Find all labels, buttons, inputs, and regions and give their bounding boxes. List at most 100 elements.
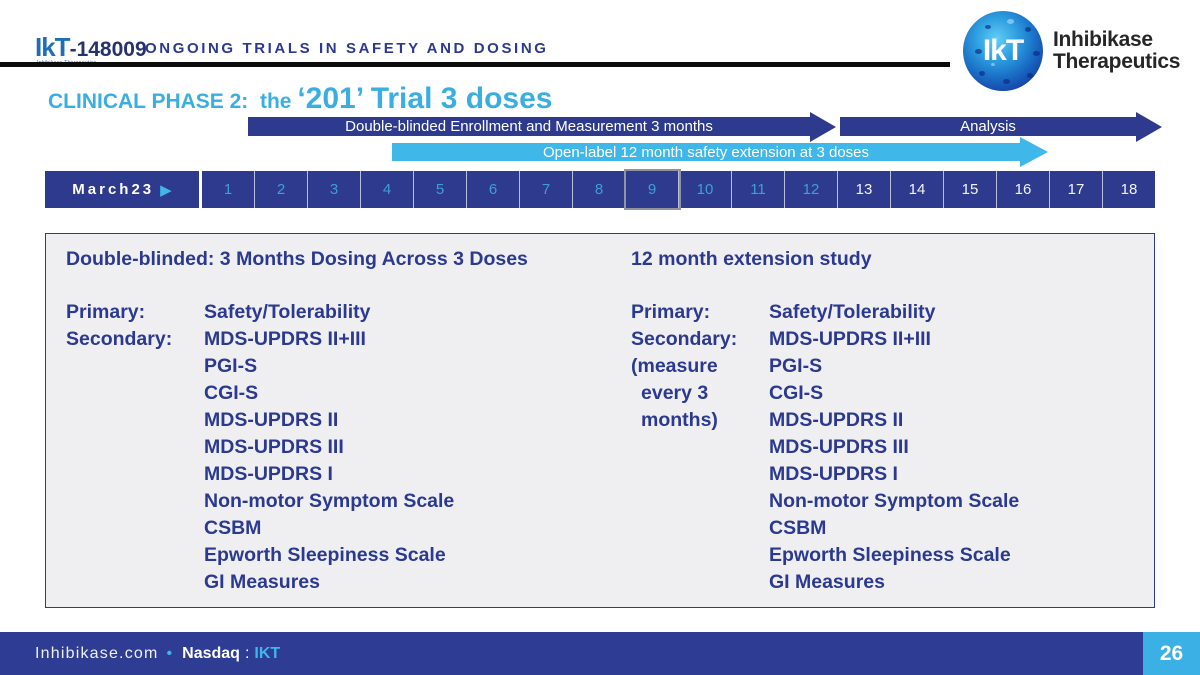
sphere-speck-icon: [1027, 73, 1033, 78]
endpoint-value: MDS-UPDRS I: [769, 463, 898, 485]
extension-column: 12 month extension study Primary: Safety/…: [631, 248, 1151, 596]
sphere-speck-icon: [1003, 79, 1010, 84]
timeline-month-cell: 1: [202, 171, 255, 208]
sphere-speck-icon: [1025, 27, 1031, 32]
endpoint-row: Epworth Sleepiness Scale: [66, 542, 606, 569]
nasdaq-label: Nasdaq: [182, 644, 240, 662]
endpoint-value: GI Measures: [769, 571, 885, 593]
open-label-arrow-label: Open-label 12 month safety extension at …: [542, 143, 870, 161]
endpoint-value: MDS-UPDRS II+III: [204, 328, 366, 350]
endpoint-row: Non-motor Symptom Scale: [631, 488, 1151, 515]
header-divider: [0, 62, 950, 67]
timeline-month-cell: 11: [732, 171, 785, 208]
endpoint-label: months): [641, 409, 718, 431]
endpoint-label: (measure: [631, 355, 718, 377]
endpoint-label: [66, 434, 204, 461]
endpoint-value: MDS-UPDRS II: [769, 409, 904, 431]
endpoint-row: Non-motor Symptom Scale: [66, 488, 606, 515]
section-title: ONGOING TRIALS IN SAFETY AND DOSING: [145, 40, 549, 57]
sphere-speck-icon: [1033, 51, 1040, 56]
endpoint-value: MDS-UPDRS III: [204, 436, 344, 458]
page-title: CLINICAL PHASE 2: the ‘201’ Trial 3 dose…: [48, 82, 553, 115]
timeline-month-cell: 14: [891, 171, 944, 208]
endpoint-row: MDS-UPDRS III: [631, 434, 1151, 461]
extension-column-title: 12 month extension study: [631, 248, 872, 270]
sphere-speck-icon: [1018, 39, 1022, 42]
endpoint-label: [631, 515, 769, 542]
analysis-arrow-label: Analysis: [960, 118, 1016, 135]
arrow-head-icon: [1136, 111, 1162, 142]
timeline-month-cell: 12: [785, 171, 838, 208]
endpoint-label: Secondary:: [66, 328, 173, 350]
play-icon: ▶: [160, 181, 172, 199]
endpoint-value: Non-motor Symptom Scale: [769, 490, 1020, 512]
timeline-month-cell: 15: [944, 171, 997, 208]
endpoint-row: months) MDS-UPDRS II: [631, 407, 1151, 434]
endpoint-row: GI Measures: [66, 569, 606, 596]
endpoint-label: [66, 569, 204, 596]
endpoint-row: PGI-S: [66, 353, 606, 380]
endpoint-value: CGI-S: [769, 382, 824, 404]
endpoint-row: Secondary: MDS-UPDRS II+III: [631, 326, 1151, 353]
timeline-month-cell: 8: [573, 171, 626, 208]
page-number: 26: [1159, 641, 1184, 665]
double-blinded-arrow-label: Double-blinded Enrollment and Measuremen…: [345, 118, 713, 135]
timeline-bar: March23 ▶ 1 2 3 4 5 6 7 8 9 10 11 12 13 14 15 16 17 18: [45, 171, 1155, 208]
sphere-speck-icon: [985, 25, 991, 29]
endpoint-label: [631, 542, 769, 569]
endpoint-row: Primary: Safety/Tolerability: [66, 299, 606, 326]
endpoint-row: MDS-UPDRS I: [631, 461, 1151, 488]
endpoint-label: [66, 380, 204, 407]
endpoint-value: Safety/Tolerability: [769, 301, 936, 323]
endpoint-value: MDS-UPDRS I: [204, 463, 333, 485]
arrow-head-icon: [1020, 137, 1048, 167]
timeline-month-cell: 18: [1120, 181, 1138, 198]
open-label-arrow: Open-label 12 month safety extension at …: [392, 137, 1048, 167]
endpoint-label: Primary:: [631, 301, 711, 323]
timeline-month-cell: 10: [679, 171, 732, 208]
endpoint-label: Primary:: [66, 301, 146, 323]
endpoint-label: [631, 461, 769, 488]
extension-endpoint-list: Primary: Safety/Tolerability Secondary: MDS…: [631, 299, 1151, 596]
timeline-month-cell: 9: [626, 171, 679, 208]
endpoint-label: [66, 542, 204, 569]
endpoint-row: Primary: Safety/Tolerability: [631, 299, 1151, 326]
endpoint-label: [66, 407, 204, 434]
timeline-start-label: March23: [72, 181, 155, 198]
analysis-arrow: Analysis: [840, 111, 1162, 142]
sphere-speck-icon: [975, 49, 982, 54]
endpoint-row: Secondary: MDS-UPDRS II+III: [66, 326, 606, 353]
footer-bar: Inhibikase.com • Nasdaq : IKT 26: [0, 632, 1200, 675]
endpoint-row: GI Measures: [631, 569, 1151, 596]
arrow-head-icon: [810, 111, 836, 142]
endpoint-value: CGI-S: [204, 382, 259, 404]
endpoint-value: MDS-UPDRS II: [204, 409, 339, 431]
website-link[interactable]: Inhibikase.com: [35, 644, 159, 662]
timeline-month-cell: 7: [520, 171, 573, 208]
double-blinded-arrow: Double-blinded Enrollment and Measuremen…: [248, 111, 836, 142]
timeline-month-cell: 13: [838, 171, 891, 208]
endpoint-value: MDS-UPDRS III: [769, 436, 909, 458]
endpoint-row: MDS-UPDRS I: [66, 461, 606, 488]
sphere-speck-icon: [1007, 19, 1014, 24]
ticker-symbol: IKT: [254, 644, 281, 662]
endpoint-label: [631, 569, 769, 596]
timeline-start-cell: March23 ▶: [45, 171, 202, 208]
inhibikase-sphere-icon: IkT: [963, 11, 1043, 91]
timeline-month-cell: 17: [1050, 171, 1103, 208]
endpoint-value: CSBM: [204, 517, 262, 539]
endpoint-row: CSBM: [631, 515, 1151, 542]
product-code: -148009: [69, 38, 147, 61]
endpoint-value: Safety/Tolerability: [204, 301, 371, 323]
endpoint-label: Secondary:: [631, 328, 738, 350]
endpoint-row: (measure PGI-S: [631, 353, 1151, 380]
endpoint-value: Epworth Sleepiness Scale: [204, 544, 446, 566]
timeline-month-cell: 6: [467, 171, 520, 208]
endpoint-value: MDS-UPDRS II+III: [769, 328, 931, 350]
timeline-month-cell: 3: [308, 171, 361, 208]
timeline-month-cell: 4: [361, 171, 414, 208]
endpoint-value: Epworth Sleepiness Scale: [769, 544, 1011, 566]
endpoint-row: CGI-S: [66, 380, 606, 407]
ikt-logo-text: IkT: [35, 32, 71, 62]
